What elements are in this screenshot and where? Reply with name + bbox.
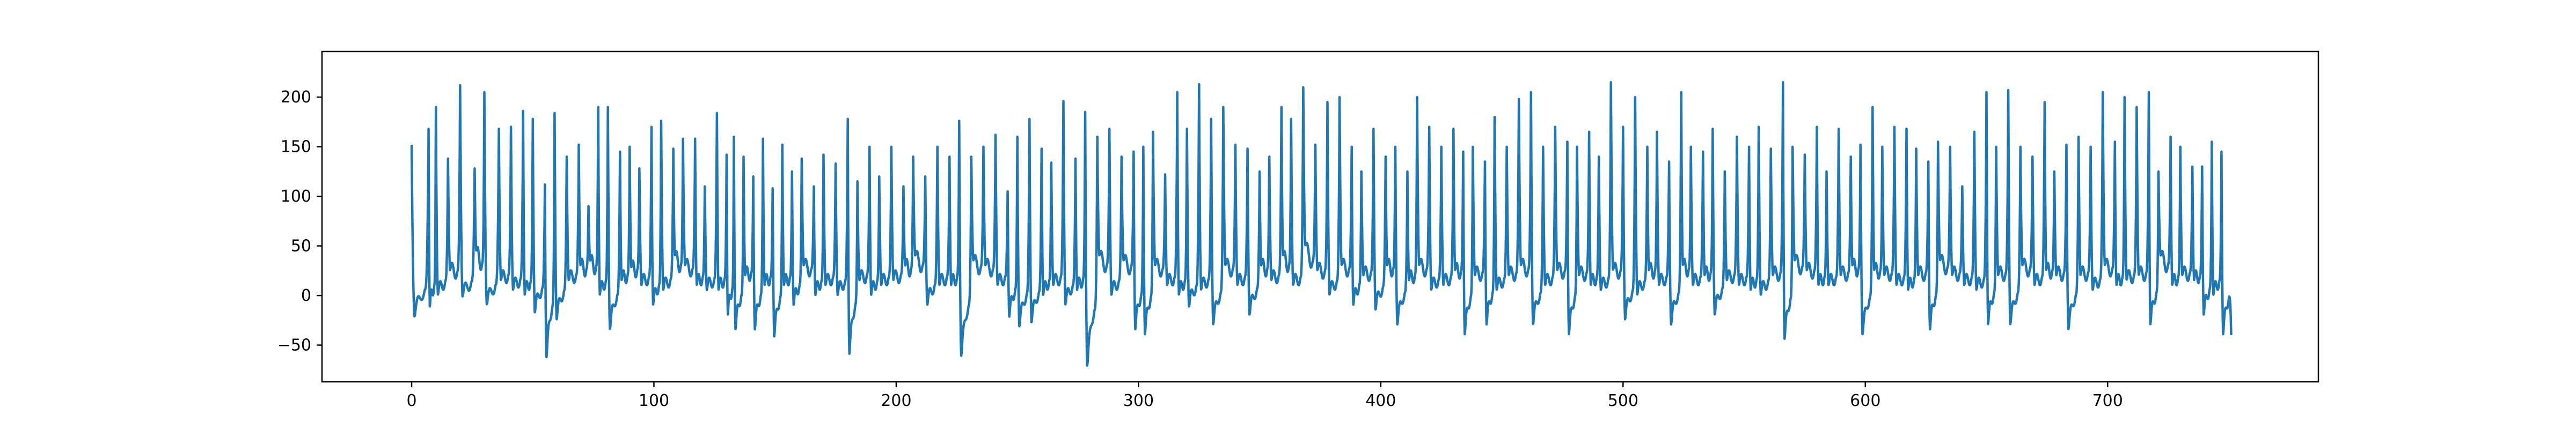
x-tick-label: 300 xyxy=(1123,391,1154,410)
y-tick-label: 150 xyxy=(281,138,311,157)
plot-area xyxy=(410,81,2233,367)
x-axis-ticks: 0 100 200 300 400 500 600 700 xyxy=(406,382,2123,410)
x-tick-label: 400 xyxy=(1365,391,1396,410)
y-tick-label: 0 xyxy=(301,286,311,305)
x-tick-label: 0 xyxy=(406,391,416,410)
y-axis-ticks: −50 0 50 100 150 200 xyxy=(277,88,322,355)
series-line xyxy=(410,81,2233,367)
y-tick-label: 100 xyxy=(281,187,311,206)
y-tick-label: 50 xyxy=(291,237,311,256)
x-tick-label: 100 xyxy=(639,391,669,410)
x-tick-label: 500 xyxy=(1608,391,1638,410)
y-tick-label: −50 xyxy=(277,336,311,355)
x-tick-label: 600 xyxy=(1850,391,1880,410)
x-tick-label: 200 xyxy=(881,391,911,410)
y-tick-label: 200 xyxy=(281,88,311,107)
axes-frame xyxy=(321,50,2319,383)
x-tick-label: 700 xyxy=(2092,391,2123,410)
